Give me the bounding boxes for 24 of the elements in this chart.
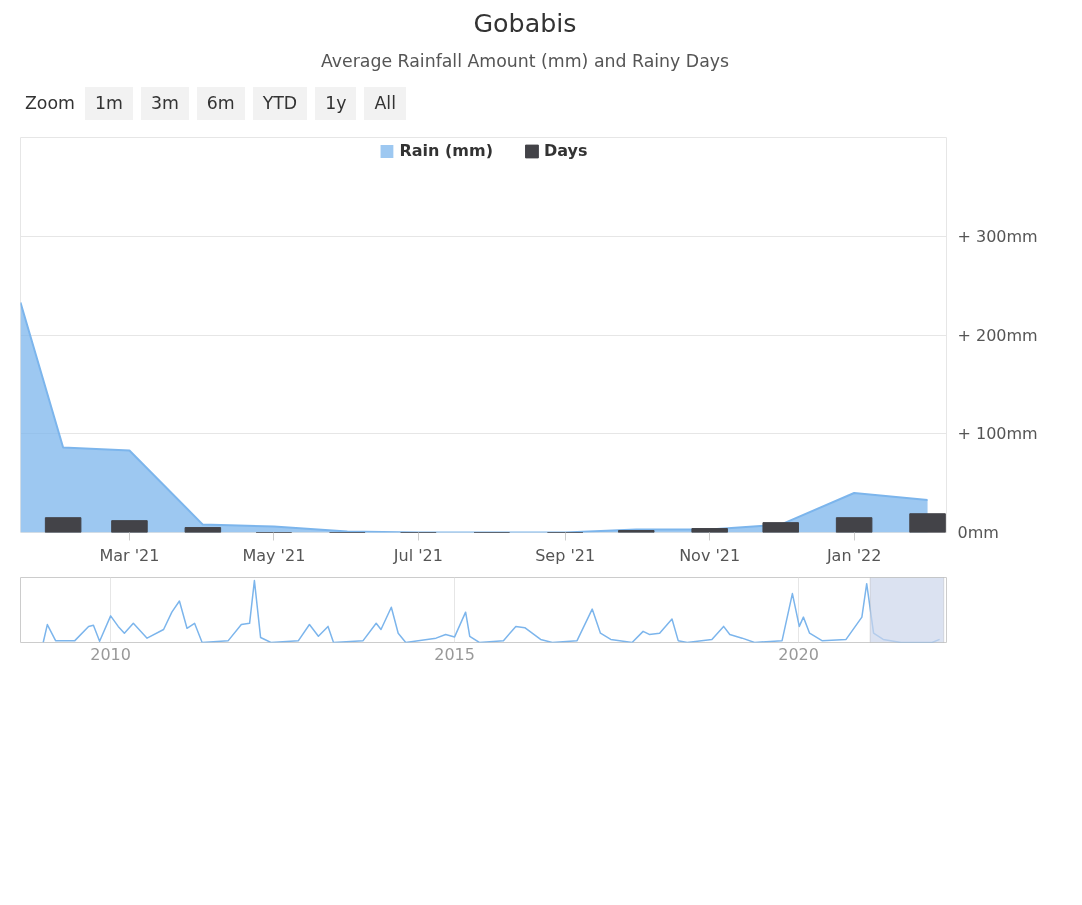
text: 6m [196,87,245,120]
y-tick-label: + 200mm [957,325,1038,345]
y-tick-label: 0mm [957,523,999,542]
text: 1y [315,87,357,120]
x-tick-label: Mar '21 [99,545,160,565]
y-tick-label: + 100mm [957,424,1038,444]
x-tick-label: Jul '21 [392,545,443,565]
x-tick-label: May '21 [242,545,306,565]
y-tick-label: + 300mm [957,226,1038,246]
text: YTD [252,87,308,120]
text: 1m [84,87,133,120]
text: Zoom [25,93,75,113]
x-tick-label: Jan '22 [825,545,882,565]
x-tick-label: 2010 [90,644,131,664]
x-tick-label: Sep '21 [535,545,596,565]
x-tick-label: 2020 [778,644,819,664]
chart-title: Gobabis [472,7,578,40]
text: All [364,87,406,120]
x-tick-label: 2015 [434,644,475,664]
x-tick-label: Nov '21 [679,545,741,565]
chart-subtitle: Average Rainfall Amount (mm) and Rainy Days [319,50,731,73]
legend-label: Rain (mm) [399,141,493,160]
text: 3m [140,87,189,120]
legend-label: Days [543,141,588,160]
